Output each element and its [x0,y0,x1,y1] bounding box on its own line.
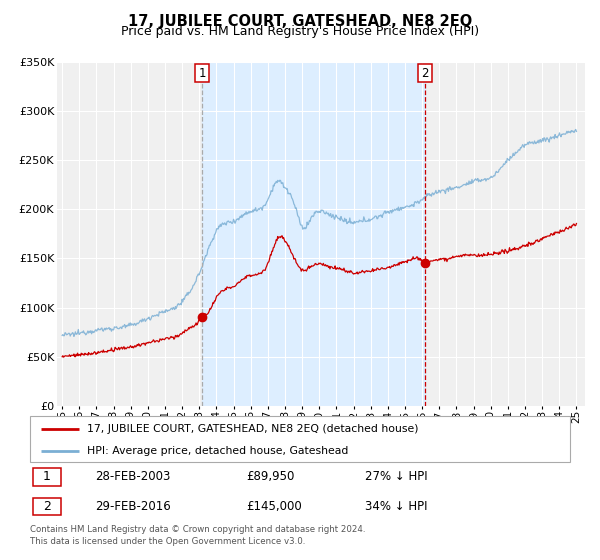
Text: 29-FEB-2016: 29-FEB-2016 [95,500,170,513]
Bar [202,62,425,406]
Text: 27% ↓ HPI: 27% ↓ HPI [365,470,427,483]
Text: Price paid vs. HM Land Registry's House Price Index (HPI): Price paid vs. HM Land Registry's House … [121,25,479,38]
Text: £89,950: £89,950 [246,470,295,483]
Text: 17, JUBILEE COURT, GATESHEAD, NE8 2EQ (detached house): 17, JUBILEE COURT, GATESHEAD, NE8 2EQ (d… [86,424,418,434]
Text: 28-FEB-2003: 28-FEB-2003 [95,470,170,483]
FancyBboxPatch shape [33,498,61,515]
Text: 1: 1 [43,470,50,483]
Text: 17, JUBILEE COURT, GATESHEAD, NE8 2EQ: 17, JUBILEE COURT, GATESHEAD, NE8 2EQ [128,14,472,29]
Text: Contains HM Land Registry data © Crown copyright and database right 2024.
This d: Contains HM Land Registry data © Crown c… [30,525,365,546]
FancyBboxPatch shape [33,468,61,486]
Text: 1: 1 [199,67,206,80]
Text: 34% ↓ HPI: 34% ↓ HPI [365,500,427,513]
Text: HPI: Average price, detached house, Gateshead: HPI: Average price, detached house, Gate… [86,446,348,455]
Text: 2: 2 [421,67,429,80]
Text: 2: 2 [43,500,50,513]
FancyBboxPatch shape [30,416,570,462]
Text: £145,000: £145,000 [246,500,302,513]
